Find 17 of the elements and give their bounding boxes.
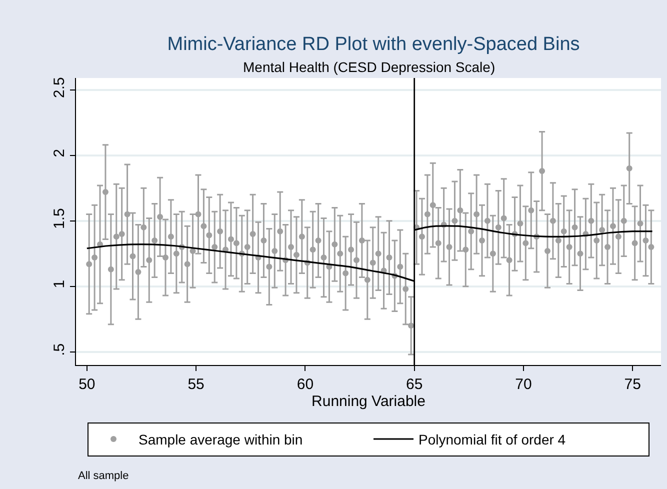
legend-label: Polynomial fit of order 4 xyxy=(418,431,566,448)
text: All sample xyxy=(78,470,129,482)
x-axis-title: Running Variable xyxy=(312,393,426,410)
y-tick-label: 2.5 xyxy=(51,77,68,98)
chart-title: Mimic-Variance RD Plot with evenly-Spaced Bins xyxy=(167,34,580,55)
y-tick-label: 2 xyxy=(51,148,68,158)
x-tick-label: 65 xyxy=(406,376,423,393)
x-tick-label: 50 xyxy=(78,376,96,393)
y-tick-label: 1.5 xyxy=(51,208,68,230)
y-tick-label: .5 xyxy=(51,343,68,356)
x-tick-label: 75 xyxy=(624,376,641,393)
chart-subtitle: Mental Health (CESD Depression Scale) xyxy=(243,59,496,75)
legend-label: Sample average within bin xyxy=(138,431,303,448)
y-tick-label: 1 xyxy=(51,280,68,288)
x-tick-label: 55 xyxy=(188,376,204,393)
x-tick-label: 60 xyxy=(296,376,314,393)
x-tick-label: 70 xyxy=(515,376,532,393)
